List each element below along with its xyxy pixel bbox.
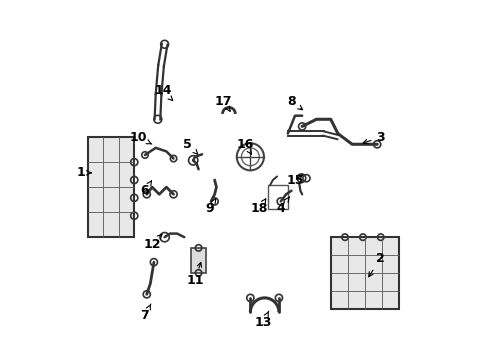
FancyBboxPatch shape — [331, 237, 398, 309]
Text: 10: 10 — [129, 131, 152, 144]
Text: 18: 18 — [250, 199, 268, 215]
Text: 17: 17 — [215, 95, 232, 111]
Text: 13: 13 — [254, 311, 271, 329]
Text: 1: 1 — [76, 166, 91, 179]
Text: 4: 4 — [276, 197, 290, 215]
Text: 8: 8 — [287, 95, 302, 110]
Text: 7: 7 — [141, 304, 151, 322]
Text: 12: 12 — [144, 234, 162, 251]
Text: 6: 6 — [141, 181, 151, 197]
FancyBboxPatch shape — [192, 248, 206, 273]
Text: 16: 16 — [236, 138, 254, 154]
Text: 2: 2 — [368, 252, 385, 277]
FancyBboxPatch shape — [88, 137, 134, 237]
Text: 15: 15 — [286, 174, 304, 186]
Text: 11: 11 — [186, 262, 204, 287]
Text: 9: 9 — [205, 199, 216, 215]
Text: 5: 5 — [183, 138, 197, 154]
Text: 14: 14 — [154, 84, 172, 100]
Text: 3: 3 — [363, 131, 385, 144]
